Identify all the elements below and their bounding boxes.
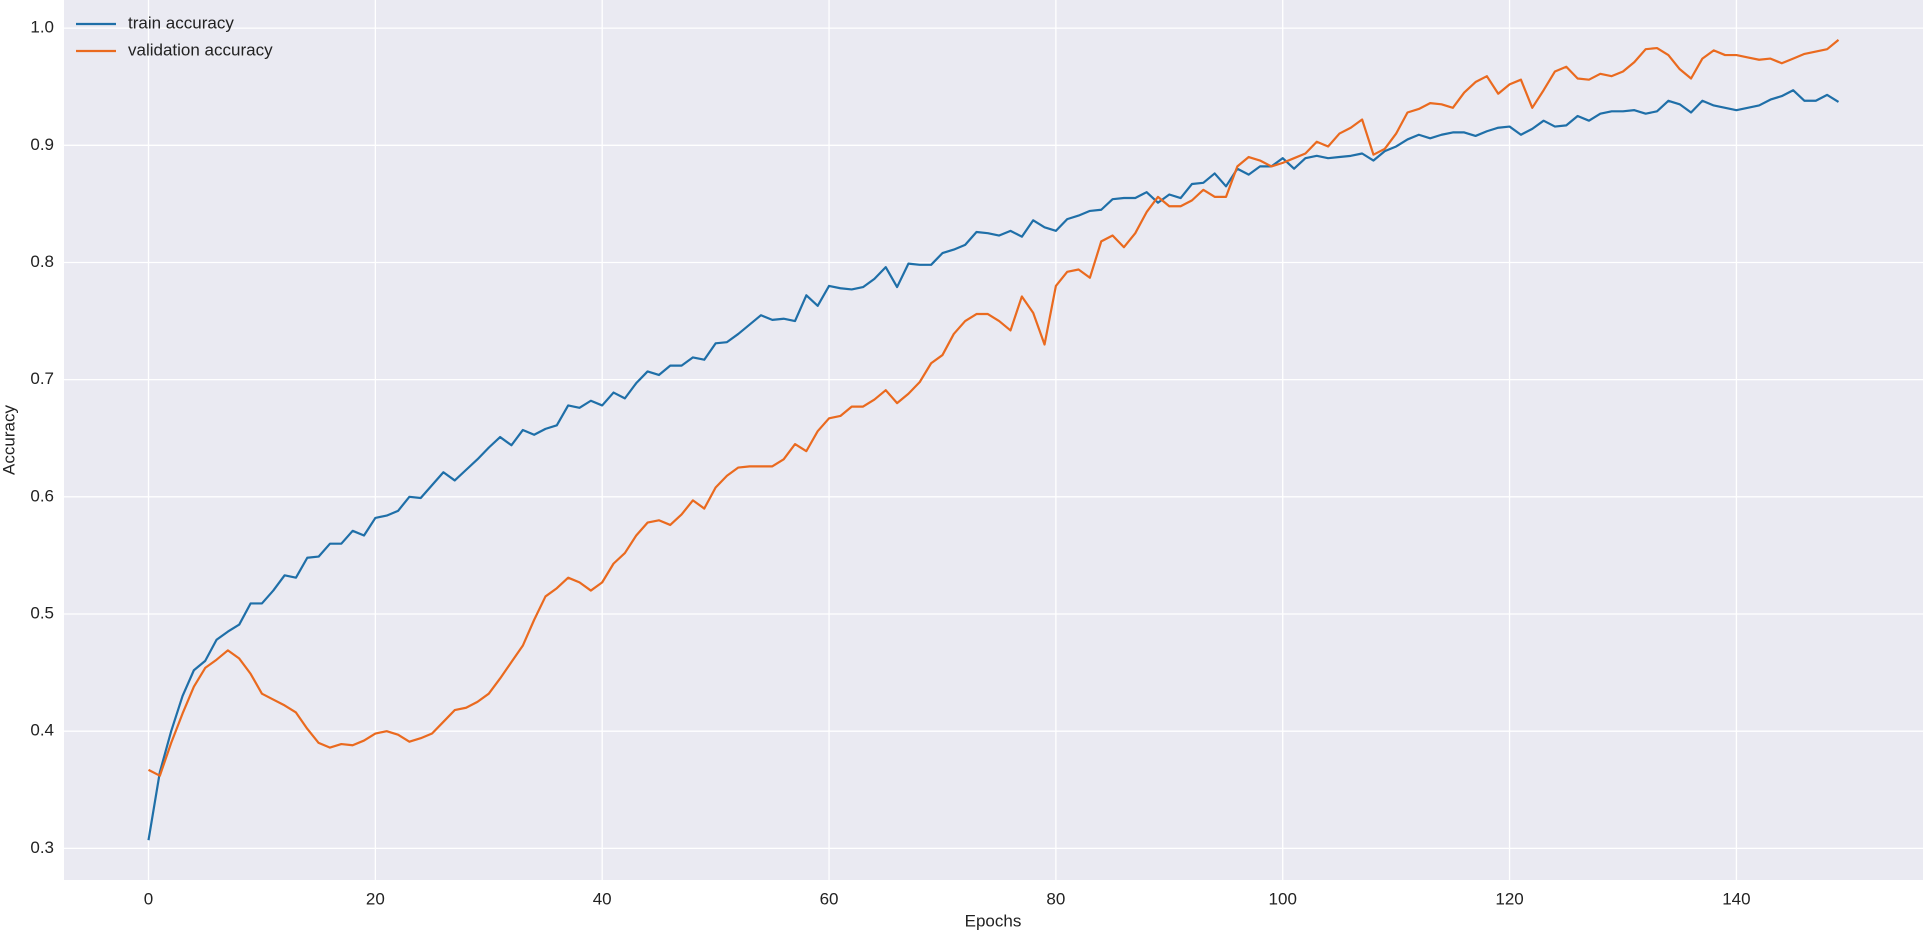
y-axis-label: Accuracy (0, 405, 18, 475)
x-axis-label: Epochs (965, 911, 1022, 930)
ticks: 0 20 40 60 80 100 120 140 0.3 0.4 0.5 0.6 0.7 0.8 0.9 1… (30, 18, 1750, 909)
x-tick-label: 140 (1722, 889, 1750, 908)
y-tick-label: 0.3 (30, 838, 54, 857)
x-tick-label: 0 (144, 889, 153, 908)
y-tick-label: 0.5 (30, 603, 54, 622)
y-tick-label: 0.6 (30, 486, 54, 505)
x-tick-label: 20 (366, 889, 385, 908)
legend: train accuracy validation accuracy (76, 13, 273, 59)
legend-label: train accuracy (128, 13, 234, 32)
plot-area (64, 0, 1923, 880)
y-tick-label: 0.4 (30, 721, 54, 740)
series-line (147, 38, 1840, 777)
y-tick-label: 0.8 (30, 252, 54, 271)
y-tick-label: 0.7 (30, 369, 54, 388)
grid (64, 0, 1923, 880)
x-tick-label: 120 (1495, 889, 1523, 908)
x-tick-label: 40 (593, 889, 612, 908)
x-tick-label: 60 (820, 889, 839, 908)
y-tick-label: 1.0 (30, 18, 54, 37)
legend-label: validation accuracy (128, 40, 273, 59)
lines (147, 38, 1840, 841)
y-tick-label: 0.9 (30, 135, 54, 154)
x-tick-label: 100 (1269, 889, 1297, 908)
x-tick-label: 80 (1046, 889, 1065, 908)
series-line (147, 89, 1840, 841)
